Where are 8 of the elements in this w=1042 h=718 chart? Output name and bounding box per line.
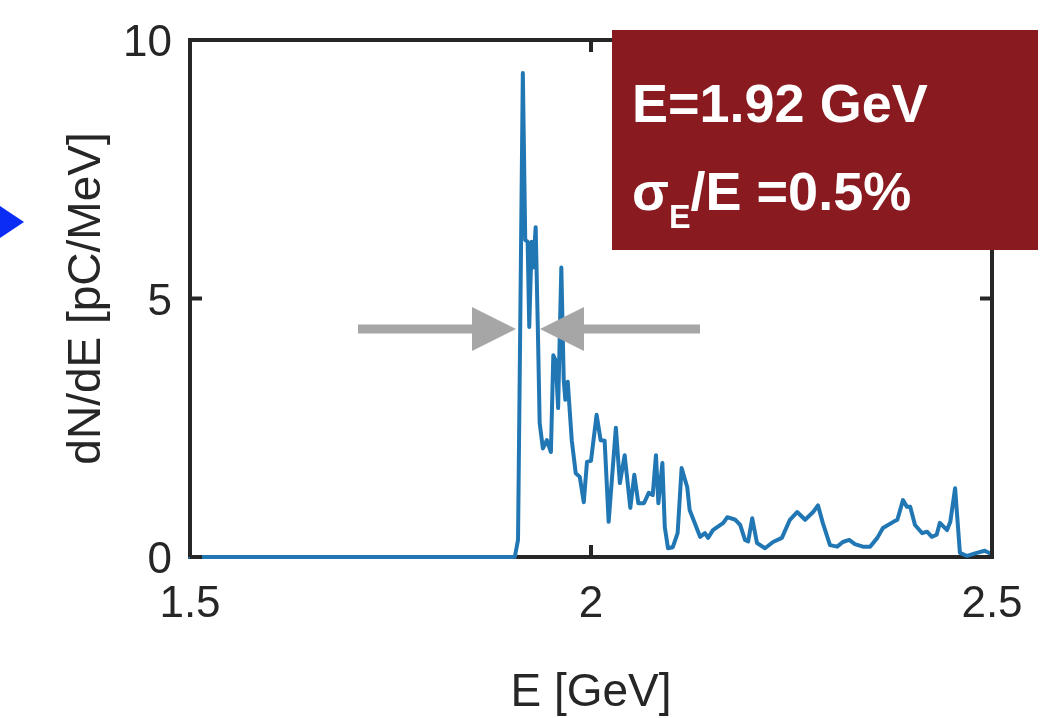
y-axis-title: dN/dE [pC/MeV] — [58, 132, 110, 465]
annotation: E=1.92 GeV — [632, 73, 928, 133]
x-tick-label: 2.5 — [961, 577, 1023, 626]
y-tick-label: 5 — [147, 274, 172, 324]
x-tick-label: 2 — [578, 577, 604, 626]
y-tick-label: 10 — [123, 16, 172, 65]
annotation: σ$_{E}$/E =0.5% — [632, 161, 912, 235]
x-axis-title: E [GeV] — [510, 664, 672, 716]
